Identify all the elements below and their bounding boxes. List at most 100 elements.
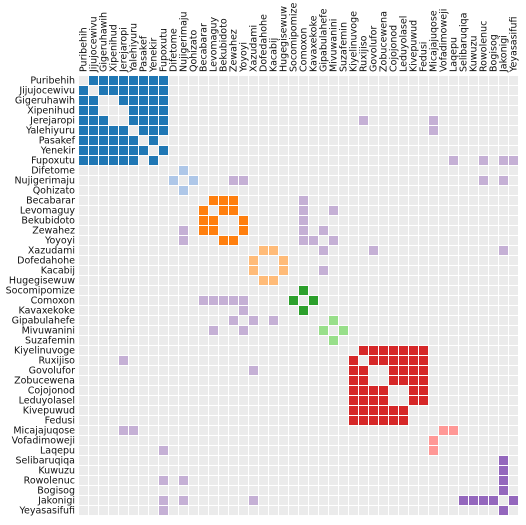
matrix-cell — [489, 496, 498, 505]
matrix-cell — [369, 106, 378, 115]
matrix-cell — [259, 286, 268, 295]
matrix-cell — [289, 476, 298, 485]
matrix-cell — [409, 226, 418, 235]
matrix-cell — [379, 236, 388, 245]
matrix-cell — [179, 156, 188, 165]
matrix-cell — [159, 156, 168, 165]
matrix-cell — [279, 496, 288, 505]
matrix-cell — [389, 216, 398, 225]
row-label: Kiyelinuvoge — [14, 346, 75, 357]
matrix-cell — [389, 436, 398, 445]
matrix-cell — [359, 136, 368, 145]
matrix-cell — [189, 216, 198, 225]
matrix-cell — [449, 86, 458, 95]
matrix-cell — [489, 96, 498, 105]
matrix-cell — [299, 506, 308, 515]
matrix-cell — [279, 186, 288, 195]
matrix-cell — [439, 406, 448, 415]
matrix-cell — [259, 136, 268, 145]
matrix-cell — [79, 226, 88, 235]
column-label: Jijujocewivu — [89, 16, 100, 73]
matrix-cell — [239, 446, 248, 455]
matrix-cell — [439, 396, 448, 405]
matrix-cell — [359, 156, 368, 165]
matrix-cell — [99, 196, 108, 205]
matrix-cell — [99, 286, 108, 295]
matrix-cell — [339, 236, 348, 245]
column-label: Nujigerimaju — [179, 11, 190, 72]
row-label: Leduyolasel — [19, 396, 75, 407]
matrix-cell — [349, 306, 358, 315]
matrix-cell — [99, 226, 108, 235]
matrix-cell — [129, 246, 138, 255]
matrix-cell — [429, 156, 438, 165]
matrix-cell — [479, 436, 488, 445]
matrix-cell — [279, 246, 288, 255]
matrix-cell — [509, 336, 518, 345]
matrix-cell — [339, 186, 348, 195]
matrix-cell — [459, 506, 468, 515]
matrix-cell — [169, 396, 178, 405]
matrix-cell — [499, 116, 508, 125]
matrix-cell — [359, 186, 368, 195]
row-label: Selibaruqiqa — [16, 456, 75, 467]
matrix-cell — [449, 296, 458, 305]
row-label: Ruxijiso — [39, 356, 76, 367]
matrix-cell — [309, 386, 318, 395]
matrix-cell — [159, 116, 168, 125]
matrix-cell — [89, 206, 98, 215]
matrix-cell — [199, 486, 208, 495]
matrix-cell — [379, 476, 388, 485]
matrix-cell — [509, 306, 518, 315]
matrix-cell — [499, 326, 508, 335]
matrix-cell — [119, 266, 128, 275]
matrix-cell — [379, 266, 388, 275]
matrix-cell — [349, 466, 358, 475]
matrix-cell — [439, 186, 448, 195]
matrix-cell — [429, 206, 438, 215]
matrix-cell — [169, 196, 178, 205]
matrix-cell — [299, 466, 308, 475]
matrix-cell — [369, 196, 378, 205]
matrix-cell — [329, 256, 338, 265]
matrix-cell — [359, 216, 368, 225]
matrix-cell — [379, 296, 388, 305]
matrix-cell — [329, 496, 338, 505]
matrix-cell — [309, 396, 318, 405]
matrix-cell — [149, 276, 158, 285]
matrix-cell — [109, 336, 118, 345]
matrix-cell — [359, 226, 368, 235]
matrix-cell — [509, 476, 518, 485]
matrix-cell — [139, 416, 148, 425]
matrix-cell — [489, 156, 498, 165]
matrix-cell — [199, 506, 208, 515]
matrix-cell — [239, 76, 248, 85]
matrix-cell — [189, 296, 198, 305]
matrix-cell — [289, 136, 298, 145]
matrix-cell — [299, 496, 308, 505]
matrix-cell — [79, 336, 88, 345]
matrix-cell — [509, 166, 518, 175]
matrix-cell — [259, 466, 268, 475]
matrix-cell — [149, 76, 158, 85]
matrix-cell — [419, 246, 428, 255]
column-label: Bogisog — [489, 34, 500, 72]
matrix-cell — [199, 156, 208, 165]
matrix-cell — [239, 436, 248, 445]
matrix-cell — [159, 306, 168, 315]
matrix-cell — [279, 276, 288, 285]
matrix-cell — [129, 126, 138, 135]
matrix-cell — [229, 86, 238, 95]
matrix-cell — [239, 476, 248, 485]
matrix-cell — [199, 276, 208, 285]
matrix-cell — [159, 246, 168, 255]
matrix-cell — [179, 356, 188, 365]
matrix-cell — [159, 146, 168, 155]
matrix-cell — [369, 456, 378, 465]
matrix-cell — [379, 486, 388, 495]
matrix-cell — [329, 446, 338, 455]
matrix-cell — [149, 366, 158, 375]
matrix-cell — [319, 316, 328, 325]
matrix-cell — [369, 426, 378, 435]
matrix-cell — [319, 476, 328, 485]
